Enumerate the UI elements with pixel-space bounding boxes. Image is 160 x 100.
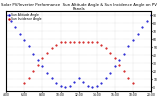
Sun Incidence Angle xyxy=(109,52,111,54)
Sun Incidence Angle xyxy=(64,41,66,42)
Sun Incidence Angle xyxy=(46,52,48,54)
Sun Altitude Angle xyxy=(60,86,62,87)
Sun Incidence Angle xyxy=(118,64,120,65)
Sun Altitude Angle xyxy=(28,46,30,47)
Sun Altitude Angle xyxy=(132,40,134,41)
Sun Incidence Angle xyxy=(41,58,43,59)
Sun Altitude Angle xyxy=(37,59,39,61)
Sun Incidence Angle xyxy=(78,41,80,42)
Sun Incidence Angle xyxy=(37,64,39,65)
Sun Incidence Angle xyxy=(23,83,25,84)
Sun Altitude Angle xyxy=(91,87,93,88)
Sun Incidence Angle xyxy=(60,42,62,43)
Sun Altitude Angle xyxy=(128,46,129,47)
Sun Altitude Angle xyxy=(123,53,125,54)
Sun Altitude Angle xyxy=(87,85,89,86)
Sun Incidence Angle xyxy=(32,71,34,72)
Sun Altitude Angle xyxy=(141,27,143,28)
Sun Incidence Angle xyxy=(114,58,116,59)
Sun Altitude Angle xyxy=(96,86,98,87)
Sun Altitude Angle xyxy=(5,15,7,16)
Sun Altitude Angle xyxy=(46,72,48,73)
Sun Altitude Angle xyxy=(137,33,139,34)
Sun Incidence Angle xyxy=(28,77,30,78)
Sun Incidence Angle xyxy=(100,44,102,46)
Sun Altitude Angle xyxy=(146,20,148,22)
Sun Altitude Angle xyxy=(69,85,71,86)
Line: Sun Altitude Angle: Sun Altitude Angle xyxy=(6,15,152,88)
Sun Altitude Angle xyxy=(82,82,84,83)
Sun Incidence Angle xyxy=(69,41,71,42)
Sun Incidence Angle xyxy=(96,42,98,43)
Sun Altitude Angle xyxy=(14,27,16,28)
Sun Altitude Angle xyxy=(109,72,111,73)
Sun Altitude Angle xyxy=(55,83,57,84)
Sun Altitude Angle xyxy=(100,83,102,84)
Sun Altitude Angle xyxy=(118,59,120,61)
Sun Incidence Angle xyxy=(87,41,89,42)
Sun Incidence Angle xyxy=(123,71,125,72)
Sun Incidence Angle xyxy=(128,77,129,78)
Legend: Sun Altitude Angle, Sun Incidence Angle: Sun Altitude Angle, Sun Incidence Angle xyxy=(8,13,42,22)
Sun Incidence Angle xyxy=(132,83,134,84)
Sun Incidence Angle xyxy=(55,44,57,46)
Sun Altitude Angle xyxy=(51,78,52,79)
Sun Altitude Angle xyxy=(23,40,25,41)
Sun Incidence Angle xyxy=(91,41,93,42)
Sun Incidence Angle xyxy=(51,48,52,49)
Title: Solar PV/Inverter Performance  Sun Altitude Angle & Sun Incidence Angle on PV Pa: Solar PV/Inverter Performance Sun Altitu… xyxy=(1,3,157,11)
Line: Sun Incidence Angle: Sun Incidence Angle xyxy=(24,41,134,84)
Sun Incidence Angle xyxy=(73,41,75,42)
Sun Altitude Angle xyxy=(19,33,21,34)
Sun Altitude Angle xyxy=(78,77,80,78)
Sun Incidence Angle xyxy=(82,41,84,42)
Sun Altitude Angle xyxy=(150,15,152,16)
Sun Altitude Angle xyxy=(32,53,34,54)
Sun Altitude Angle xyxy=(41,66,43,67)
Sun Incidence Angle xyxy=(105,48,107,49)
Sun Altitude Angle xyxy=(10,20,12,22)
Sun Altitude Angle xyxy=(64,87,66,88)
Sun Altitude Angle xyxy=(73,82,75,83)
Sun Altitude Angle xyxy=(114,66,116,67)
Sun Altitude Angle xyxy=(105,78,107,79)
